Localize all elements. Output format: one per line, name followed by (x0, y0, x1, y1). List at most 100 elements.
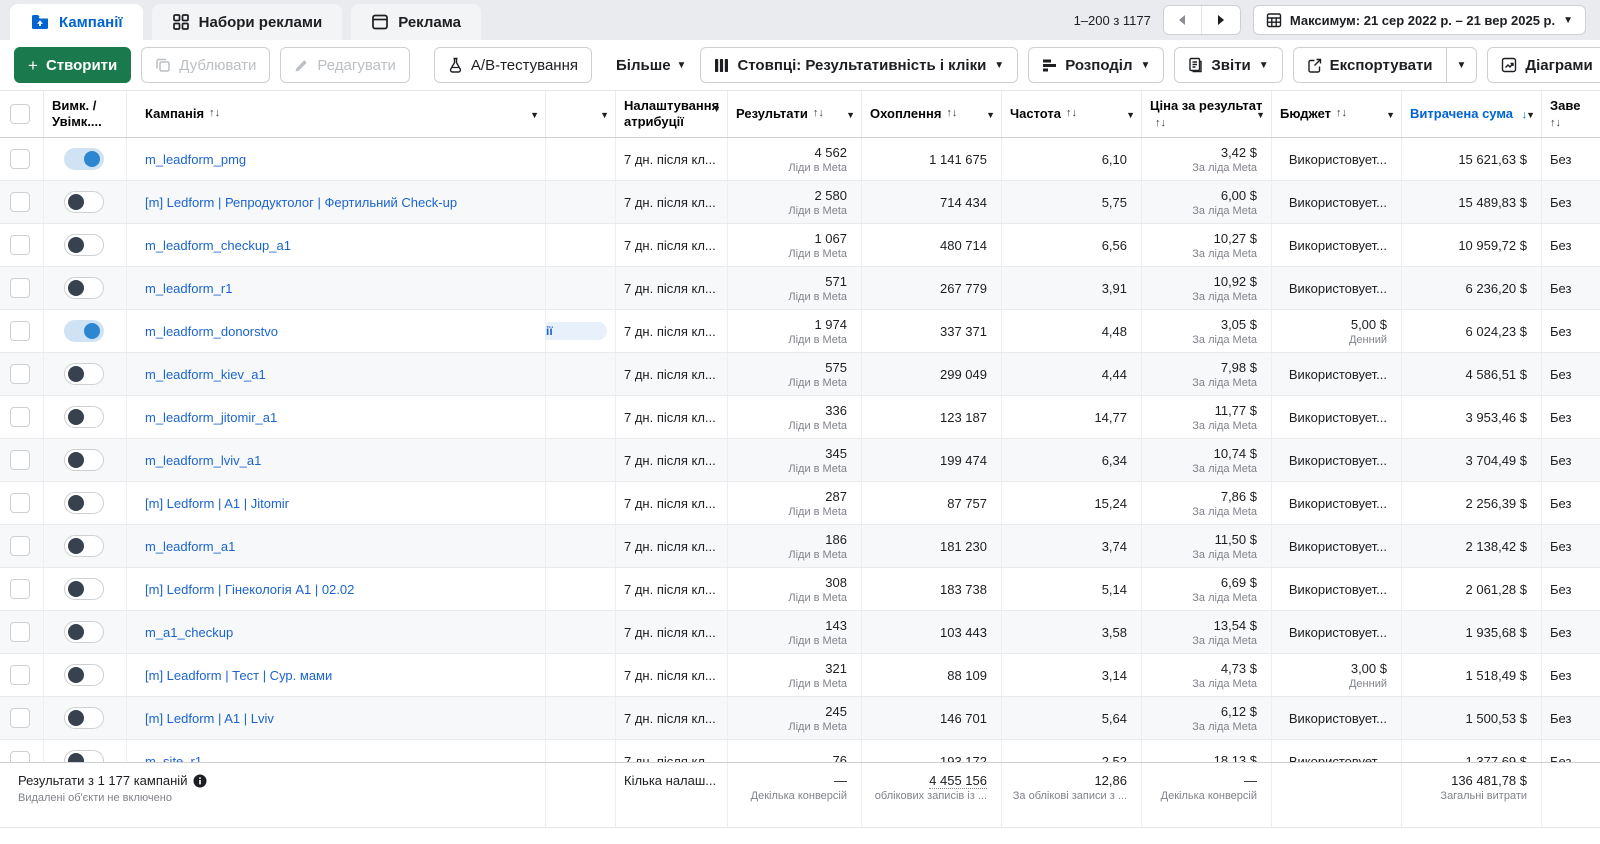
campaign-name-link[interactable]: m_leadform_checkup_a1 (145, 237, 291, 253)
breakdown-button[interactable]: Розподіл ▼ (1028, 47, 1165, 83)
campaign-name-cell: m_leadform_jitomir_a1 (127, 396, 546, 438)
header-amount-spent[interactable]: Витрачена сума ↓ ▼ (1402, 91, 1542, 137)
campaign-name-link[interactable]: m_leadform_donorstvo (145, 323, 278, 339)
campaign-toggle[interactable] (64, 320, 104, 342)
amount-spent-value: 2 061,28 $ (1465, 581, 1527, 597)
filter-caret-icon[interactable]: ▼ (712, 104, 721, 115)
filter-caret-icon[interactable]: ▼ (1386, 110, 1395, 121)
campaign-name-link[interactable]: m_site_r1 (145, 753, 203, 763)
row-checkbox[interactable] (10, 235, 30, 255)
campaign-name-link[interactable]: [m] Ledform | Гінекологія A1 | 02.02 (145, 581, 355, 597)
row-checkbox[interactable] (10, 364, 30, 384)
header-frequency[interactable]: Частота ↑↓ ▼ (1002, 91, 1142, 137)
budget-value: Використовует... (1288, 237, 1387, 253)
header-ends[interactable]: Заве ↑↓ (1542, 91, 1600, 137)
header-budget[interactable]: Бюджет ↑↓ ▼ (1272, 91, 1402, 137)
filter-caret-icon[interactable]: ▼ (986, 110, 995, 121)
summary-spent-cell: 136 481,78 $ Загальні витрати (1402, 763, 1542, 827)
reports-button[interactable]: Звіти ▼ (1174, 47, 1283, 83)
campaign-toggle[interactable] (64, 449, 104, 471)
filter-caret-icon[interactable]: ▼ (1526, 110, 1535, 121)
results-sub: Ліди в Meta (788, 505, 847, 518)
edit-button[interactable]: Редагувати (280, 47, 410, 83)
header-extra[interactable]: ▼ (546, 91, 616, 137)
ends-cell: Без (1542, 611, 1600, 653)
cost-per-result-cell: 4,73 $ За ліда Meta (1142, 654, 1272, 696)
duplicate-button[interactable]: Дублювати (141, 47, 271, 83)
row-checkbox[interactable] (10, 622, 30, 642)
campaign-name-link[interactable]: [m] Ledform | Репродуктолог | Фертильний… (145, 194, 458, 210)
header-results[interactable]: Результати ↑↓ ▼ (728, 91, 862, 137)
campaign-name-link[interactable]: m_leadform_r1 (145, 280, 233, 296)
row-checkbox[interactable] (10, 321, 30, 341)
campaign-toggle[interactable] (64, 621, 104, 643)
info-icon[interactable] (193, 774, 207, 788)
row-checkbox-cell (0, 525, 44, 567)
campaign-name-link[interactable]: m_leadform_kiev_a1 (145, 366, 266, 382)
recommendation-badge[interactable]: ії (546, 322, 607, 340)
create-button[interactable]: + Створити (14, 47, 132, 83)
campaign-toggle[interactable] (64, 277, 104, 299)
select-all-checkbox[interactable] (10, 104, 30, 124)
campaign-toggle[interactable] (64, 406, 104, 428)
row-checkbox[interactable] (10, 450, 30, 470)
export-button[interactable]: Експортувати (1292, 47, 1447, 83)
row-checkbox[interactable] (10, 407, 30, 427)
campaign-name-link[interactable]: [m] Leadform | Тест | Сур. мами (145, 667, 333, 683)
header-attribution[interactable]: Налаштування атрибуції ▼ (616, 91, 728, 137)
charts-button[interactable]: Діаграми (1487, 47, 1600, 83)
budget-value: 5,00 $ (1350, 316, 1387, 332)
campaign-toggle[interactable] (64, 578, 104, 600)
header-campaign[interactable]: Кампанія ↑↓ ▼ (127, 91, 546, 137)
campaign-name-link[interactable]: m_leadform_lviv_a1 (145, 452, 262, 468)
tab-ads[interactable]: Реклама (351, 4, 481, 40)
header-cost-per-result[interactable]: Ціна за результат ↑↓ ▼ (1142, 91, 1272, 137)
ab-test-button[interactable]: А/В-тестування (433, 47, 592, 83)
header-reach[interactable]: Охоплення ↑↓ ▼ (862, 91, 1002, 137)
campaign-name-link[interactable]: m_a1_checkup (145, 624, 234, 640)
campaign-toggle[interactable] (64, 148, 104, 170)
tab-campaigns[interactable]: Кампанії (10, 4, 143, 40)
campaign-toggle[interactable] (64, 535, 104, 557)
campaign-name-link[interactable]: m_leadform_a1 (145, 538, 236, 554)
next-page-button[interactable] (1201, 6, 1240, 34)
sort-icon: ↑↓ (812, 107, 824, 120)
campaign-toggle[interactable] (64, 750, 104, 762)
campaign-toggle[interactable] (64, 363, 104, 385)
filter-caret-icon[interactable]: ▼ (1126, 110, 1135, 121)
prev-page-button[interactable] (1163, 6, 1202, 34)
filter-caret-icon[interactable]: ▼ (600, 110, 609, 121)
row-checkbox[interactable] (10, 665, 30, 685)
campaign-toggle[interactable] (64, 492, 104, 514)
tab-adsets[interactable]: Набори реклами (151, 4, 343, 40)
row-checkbox[interactable] (10, 493, 30, 513)
campaign-name-link[interactable]: m_leadform_pmg (145, 151, 247, 167)
row-checkbox[interactable] (10, 751, 30, 762)
row-checkbox[interactable] (10, 149, 30, 169)
ends-cell: Без (1542, 138, 1600, 180)
attribution-setting: 7 дн. після кл... (624, 194, 716, 210)
campaign-toggle[interactable] (64, 707, 104, 729)
row-checkbox[interactable] (10, 192, 30, 212)
date-range-button[interactable]: Максимум: 21 сер 2022 р. – 21 вер 2025 р… (1252, 5, 1586, 35)
more-button[interactable]: Більше ▼ (602, 47, 701, 83)
row-checkbox[interactable] (10, 278, 30, 298)
export-options-button[interactable]: ▼ (1446, 47, 1478, 83)
campaign-name-link[interactable]: [m] Ledform | A1 | Jitomir (145, 495, 290, 511)
row-checkbox[interactable] (10, 536, 30, 556)
summary-reach-sub: облікових записів із ... (874, 790, 987, 802)
campaign-name-link[interactable]: m_leadform_jitomir_a1 (145, 409, 278, 425)
filter-caret-icon[interactable]: ▼ (530, 110, 539, 121)
filter-caret-icon[interactable]: ▼ (1256, 110, 1265, 121)
badge-cell: ії (546, 310, 616, 352)
campaign-toggle[interactable] (64, 234, 104, 256)
row-checkbox[interactable] (10, 579, 30, 599)
attribution-setting: 7 дн. після кл... (624, 237, 716, 253)
cost-per-result-sub: За ліда Meta (1192, 591, 1257, 604)
columns-button[interactable]: Стовпці: Результативність і кліки ▼ (700, 47, 1019, 83)
campaign-name-link[interactable]: [m] Ledform | A1 | Lviv (145, 710, 274, 726)
row-checkbox[interactable] (10, 708, 30, 728)
campaign-toggle[interactable] (64, 191, 104, 213)
campaign-toggle[interactable] (64, 664, 104, 686)
filter-caret-icon[interactable]: ▼ (846, 110, 855, 121)
